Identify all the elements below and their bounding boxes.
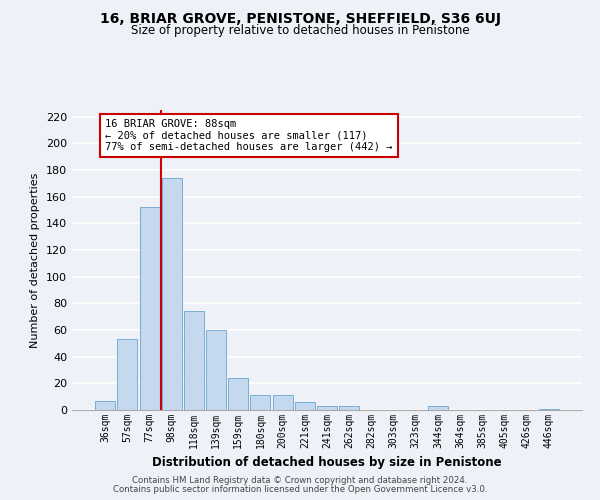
Bar (140, 208, 160, 410)
Text: 16, BRIAR GROVE, PENISTONE, SHEFFIELD, S36 6UJ: 16, BRIAR GROVE, PENISTONE, SHEFFIELD, S… (100, 12, 500, 26)
Bar (95, 400, 115, 410)
Bar (118, 340, 137, 410)
Bar (162, 178, 182, 410)
Bar (428, 406, 448, 410)
Text: Size of property relative to detached houses in Penistone: Size of property relative to detached ho… (131, 24, 469, 37)
Text: Contains public sector information licensed under the Open Government Licence v3: Contains public sector information licen… (113, 485, 487, 494)
Bar (272, 396, 293, 410)
Bar (317, 406, 337, 410)
Bar (228, 378, 248, 410)
Bar (184, 312, 204, 410)
Bar (539, 408, 559, 410)
Text: 16 BRIAR GROVE: 88sqm
← 20% of detached houses are smaller (117)
77% of semi-det: 16 BRIAR GROVE: 88sqm ← 20% of detached … (105, 119, 392, 152)
Y-axis label: Number of detached properties: Number of detached properties (31, 172, 40, 348)
Bar (339, 406, 359, 410)
X-axis label: Distribution of detached houses by size in Penistone: Distribution of detached houses by size … (152, 456, 502, 469)
Bar (206, 330, 226, 410)
Bar (250, 396, 271, 410)
Text: Contains HM Land Registry data © Crown copyright and database right 2024.: Contains HM Land Registry data © Crown c… (132, 476, 468, 485)
Bar (295, 402, 315, 410)
